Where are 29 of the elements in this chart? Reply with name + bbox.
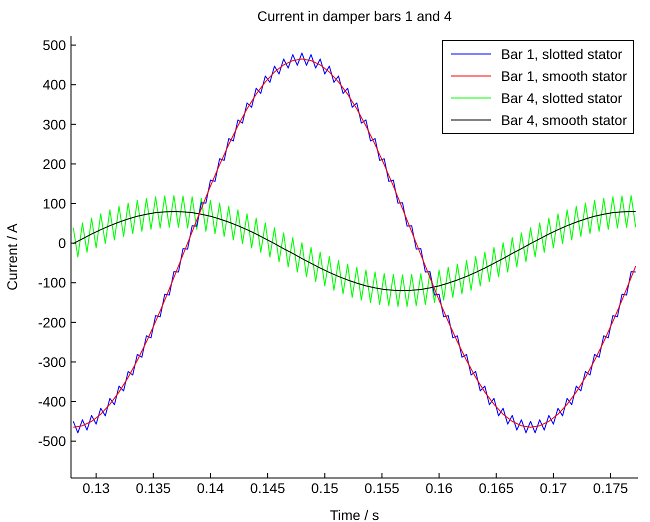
y-tick-label: 200 (42, 156, 66, 172)
legend-label: Bar 1, slotted stator (500, 46, 622, 62)
line-series (72, 195, 636, 308)
y-axis-title: Current / A (4, 222, 20, 290)
x-tick-label: 0.17 (540, 480, 568, 496)
x-tick-label: 0.145 (250, 480, 286, 496)
x-tick-label: 0.14 (196, 480, 224, 496)
y-tick-label: 100 (42, 196, 66, 212)
y-tick-label: -200 (38, 314, 66, 330)
y-tick-label: 400 (42, 76, 66, 93)
y-tick-label: 500 (42, 37, 66, 54)
x-tick-label: 0.15 (311, 480, 339, 496)
y-tick-label: -500 (38, 433, 66, 450)
legend-label: Bar 4, smooth stator (500, 112, 627, 128)
x-tick-label: 0.155 (364, 480, 400, 496)
x-axis-title: Time / s (330, 507, 380, 522)
y-tick-label: -100 (38, 274, 66, 291)
x-tick-label: 0.165 (478, 480, 514, 496)
x-tick-label: 0.16 (425, 480, 453, 496)
x-tick-label: 0.13 (82, 480, 110, 496)
y-tick-label: -300 (38, 354, 66, 370)
legend-label: Bar 4, slotted stator (500, 90, 622, 106)
y-tick-label: 0 (58, 235, 66, 252)
x-tick-label: 0.135 (136, 480, 172, 496)
legend-label: Bar 1, smooth stator (500, 68, 627, 84)
chart-title: Current in damper bars 1 and 4 (256, 8, 453, 24)
x-tick-label: 0.175 (593, 480, 628, 496)
y-tick-label: 300 (42, 116, 66, 132)
y-tick-label: -400 (38, 394, 66, 410)
